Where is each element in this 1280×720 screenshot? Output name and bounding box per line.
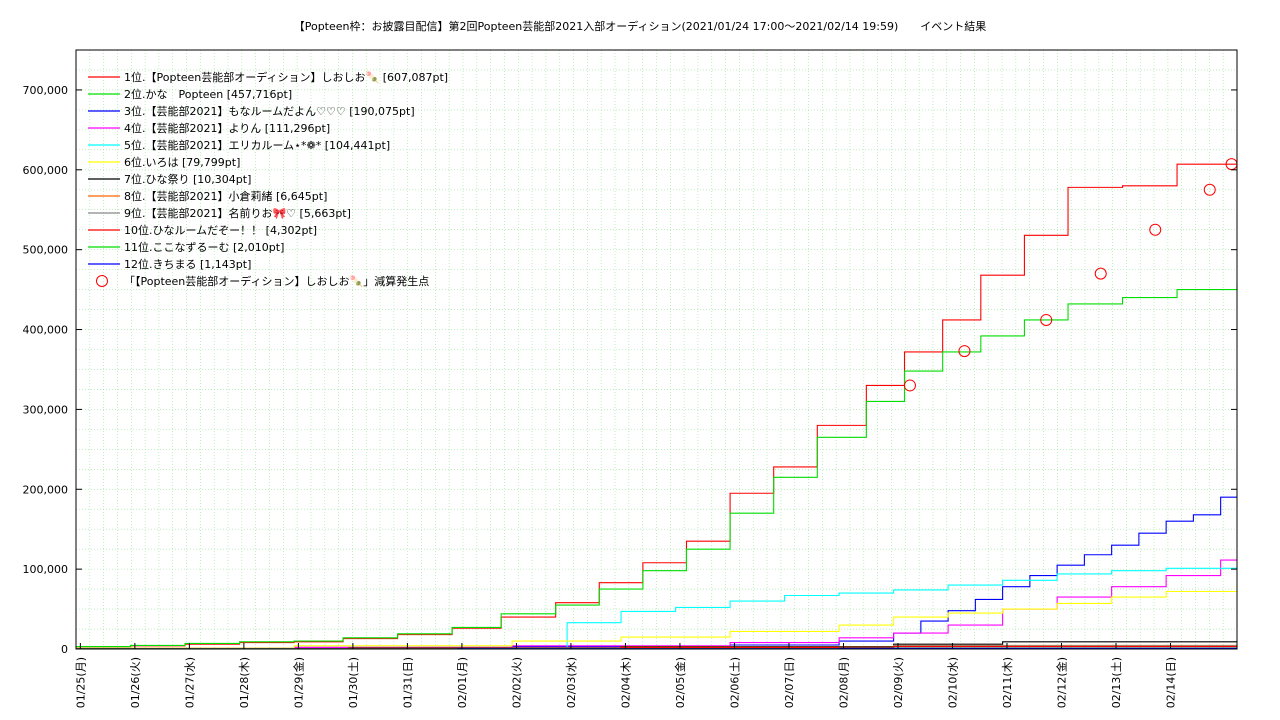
x-tick-label: 01/28(木) [238, 657, 251, 708]
y-tick-label: 0 [61, 643, 68, 656]
legend: 1位.【Popteen芸能部オーディション】しおしお🍡 [607,087pt] 2… [88, 70, 448, 288]
x-tick-label: 01/29(金) [291, 657, 305, 708]
x-tick-label: 01/25(月) [74, 657, 87, 708]
x-tick-label: 02/02(火) [510, 657, 523, 708]
legend-label-4: 4位.【芸能部2021】よりん [111,296pt] [124, 121, 330, 135]
chart-title: 【Popteen枠：お披露目配信】第2回Popteen芸能部2021入部オーディ… [293, 20, 987, 33]
x-tick-label: 02/09(火) [892, 657, 905, 708]
x-tick-label: 01/26(火) [129, 657, 142, 708]
series-line-4 [76, 559, 1237, 649]
legend-label-12: 12位.きちまる [1,143pt] [124, 257, 251, 271]
legend-label-10: 10位.ひなルームだぞー！！ [4,302pt] [124, 223, 317, 237]
deduction-marker [1040, 313, 1053, 326]
x-tick-label: 02/10(水) [946, 657, 959, 708]
deduction-marker [1203, 183, 1216, 196]
deduction-marker [958, 345, 971, 358]
x-tick-label: 02/06(土) [728, 657, 741, 708]
x-tick-label: 02/01(月) [456, 657, 469, 708]
x-tick-label: 01/31(日) [401, 657, 414, 708]
x-tick-label: 02/04(木) [619, 657, 632, 708]
legend-label-1: 1位.【Popteen芸能部オーディション】しおしお🍡 [607,087pt] [124, 70, 448, 84]
y-tick-label: 600,000 [23, 164, 69, 177]
series-line-6 [76, 585, 1238, 649]
legend-label-8: 8位.【芸能部2021】小倉莉緒 [6,645pt] [124, 189, 327, 203]
x-tick-label: 02/11(木) [1001, 657, 1014, 708]
x-tick-label: 01/30(土) [347, 657, 360, 708]
legend-marker-symbol [96, 275, 108, 287]
x-tick-label: 02/08(月) [837, 657, 850, 708]
marker-layer [903, 158, 1238, 392]
x-tick-label: 02/03(水) [565, 657, 578, 708]
legend-label-3: 3位.【芸能部2021】もなルームだよん♡♡♡ [190,075pt] [124, 104, 415, 118]
legend-label-5: 5位.【芸能部2021】エリカルーム⋆*❁* [104,441pt] [124, 138, 390, 152]
legend-label-9: 9位.【芸能部2021】名前りお🎀♡ [5,663pt] [124, 206, 351, 220]
legend-marker-label: 「【Popteen芸能部オーディション】しおしお🍡」減算発生点 [124, 274, 429, 288]
x-tick-label: 02/07(日) [783, 657, 796, 708]
legend-label-6: 6位.いろは [79,799pt] [124, 155, 240, 169]
grid [75, 49, 1237, 650]
legend-label-7: 7位.ひな祭り [10,304pt] [124, 172, 251, 186]
x-tick-label: 02/14(日) [1165, 657, 1178, 708]
series-line-2 [76, 283, 1238, 648]
x-tick-label: 01/27(水) [183, 657, 196, 708]
y-tick-label: 700,000 [23, 84, 69, 97]
x-tick-label: 02/12(金) [1054, 657, 1068, 708]
y-tick-label: 300,000 [23, 403, 69, 416]
y-tick-label: 100,000 [23, 563, 69, 576]
x-axis: 01/25(月) 01/26(火) 01/27(水) 01/28(木) 01/29(金)… [74, 643, 1178, 708]
deduction-marker [1094, 267, 1107, 280]
y-tick-label: 500,000 [23, 244, 69, 257]
y-tick-label: 200,000 [23, 483, 69, 496]
legend-label-11: 11位.ここなずるーむ [2,010pt] [124, 240, 284, 254]
y-axis: 0 100,000 200,000 300,000 400,000 500,000 600,… [23, 84, 1237, 656]
x-tick-label: 02/05(金) [673, 657, 687, 708]
legend-label-2: 2位.かな Popteen [457,716pt] [124, 87, 292, 101]
deduction-marker [903, 379, 916, 392]
x-tick-label: 02/13(土) [1110, 657, 1123, 708]
series-line-5 [76, 565, 1238, 650]
deduction-marker [1149, 223, 1162, 236]
y-tick-label: 400,000 [23, 324, 69, 337]
plot-frame [75, 49, 1238, 650]
